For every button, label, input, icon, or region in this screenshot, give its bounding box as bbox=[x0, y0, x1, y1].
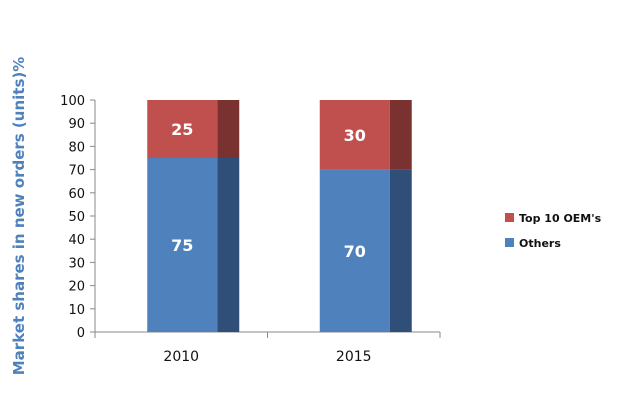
legend: Top 10 OEM's Others bbox=[505, 212, 602, 250]
x-tick-label: 2015 bbox=[336, 349, 372, 365]
bar-segment bbox=[319, 169, 390, 332]
y-tick-label: 90 bbox=[68, 117, 85, 132]
y-tick-label: 60 bbox=[68, 187, 85, 202]
y-axis-title: Market shares in new orders (units)% bbox=[10, 57, 28, 376]
y-tick-label: 0 bbox=[77, 326, 85, 341]
y-tick-label: 80 bbox=[68, 140, 85, 155]
y-tick-label: 100 bbox=[60, 94, 85, 109]
bars bbox=[147, 100, 412, 332]
legend-label: Others bbox=[519, 237, 561, 250]
y-tick-label: 50 bbox=[68, 210, 85, 225]
x-tick-label: 2010 bbox=[163, 349, 199, 365]
bar-segment bbox=[147, 158, 218, 332]
data-label: 25 bbox=[171, 120, 193, 139]
legend-label: Top 10 OEM's bbox=[519, 212, 602, 225]
bar-segment-side bbox=[389, 169, 412, 332]
data-label: 30 bbox=[344, 126, 366, 145]
bar-segment-side bbox=[217, 100, 240, 158]
axes: 0 10 20 30 40 50 60 70 80 90 100 2010 2015 bbox=[60, 94, 441, 365]
y-tick-label: 10 bbox=[68, 303, 85, 318]
data-labels: 75 25 70 30 bbox=[171, 120, 366, 261]
y-axis-title-group: Market shares in new orders (units)% bbox=[10, 57, 28, 376]
y-tick-label: 40 bbox=[68, 233, 85, 248]
y-tick-label: 30 bbox=[68, 256, 85, 271]
data-label: 75 bbox=[171, 236, 193, 255]
bar-segment bbox=[319, 100, 390, 170]
data-label: 70 bbox=[344, 242, 366, 261]
bar-segment-side bbox=[389, 100, 412, 170]
y-tick-label: 70 bbox=[68, 164, 85, 179]
y-tick-label: 20 bbox=[68, 280, 85, 295]
bar-segment bbox=[147, 100, 218, 158]
legend-swatch bbox=[505, 238, 514, 247]
legend-swatch bbox=[505, 213, 514, 222]
bar-segment-side bbox=[217, 158, 240, 332]
